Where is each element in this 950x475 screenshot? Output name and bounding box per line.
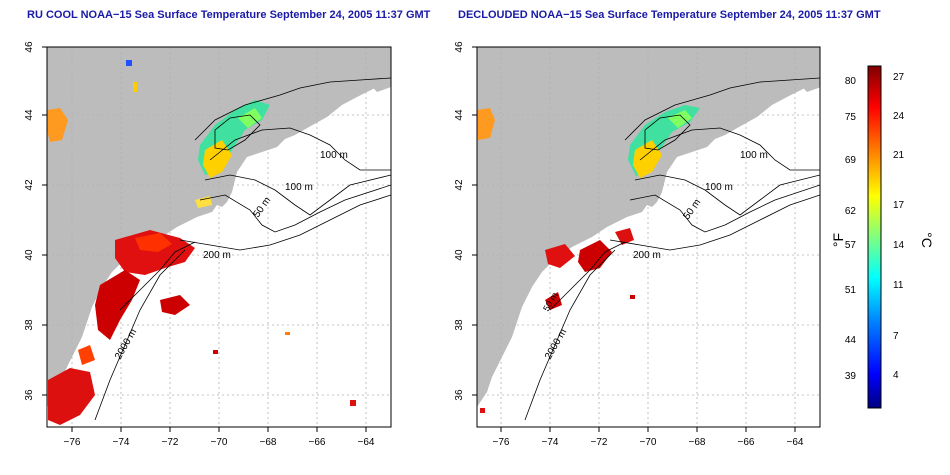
left-x-tick-label: −74 [113,437,130,448]
left-y-tick-label: 42 [24,179,35,191]
left-x-tick-label: −66 [309,437,326,448]
colorbar-gradient [867,65,882,409]
left-y-tick-label: 38 [24,319,35,331]
colorbar-fahrenheit-label: °F [830,233,846,247]
left-y-tick-label: 46 [24,41,35,53]
left-map-title: RU COOL NOAA−15 Sea Surface Temperature … [27,9,431,21]
colorbar-f-tick: 62 [845,206,857,217]
left-grid [47,47,391,427]
colorbar-c-tick: 17 [893,200,905,211]
left-y-tick-label: 44 [24,109,35,121]
colorbar-c-tick: 27 [893,72,905,83]
left-contour-label-100m-a: 100 m [320,150,348,161]
right-y-tick-label: 44 [454,109,465,121]
left-x-tick-label: −68 [260,437,277,448]
left-x-tick-label: −70 [211,437,228,448]
colorbar-f-tick: 80 [845,76,857,87]
left-bathymetry-contours [94,77,391,421]
left-contour-label-200m: 200 m [203,250,231,261]
right-x-tick-label: −72 [591,437,608,448]
colorbar-f-tick: 51 [845,285,857,296]
left-map-panel: 100 m 100 m 50 m 200 m 2000 m −76 −74 −7… [24,41,392,448]
right-x-tick-label: −74 [542,437,559,448]
right-y-tick-label: 38 [454,319,465,331]
right-x-tick-label: −70 [640,437,657,448]
right-map-panel: 100 m 100 m 50 m 200 m 2000 m 50 m −76 −… [454,41,821,448]
right-grid [477,47,820,427]
left-contour-label-100m-b: 100 m [285,182,313,193]
colorbar-c-tick: 7 [893,331,899,342]
colorbar-c-tick: 21 [893,150,905,161]
right-bathymetry-contours [524,77,820,421]
colorbar-c-tick: 11 [893,280,904,291]
right-x-tick-label: −66 [738,437,755,448]
right-x-tick-label: −76 [493,437,510,448]
colorbar-f-tick: 44 [845,335,857,346]
left-y-tick-label: 36 [24,389,35,401]
temperature-colorbar: 80 75 69 62 57 51 44 39 27 24 21 17 14 1… [830,65,935,409]
colorbar-f-tick: 39 [845,371,857,382]
right-y-tick-label: 42 [454,179,465,191]
right-y-tick-label: 46 [454,41,465,53]
left-x-tick-label: −72 [162,437,179,448]
right-contour-label-200m: 200 m [633,250,661,261]
right-y-tick-label: 40 [454,249,465,261]
left-sst-patches [47,60,356,425]
left-y-tick-label: 40 [24,249,35,261]
colorbar-c-tick: 14 [893,240,905,251]
right-map-title: DECLOUDED NOAA−15 Sea Surface Temperatur… [458,9,881,21]
colorbar-f-tick: 75 [845,112,857,123]
left-x-tick-label: −76 [64,437,81,448]
right-x-tick-label: −64 [787,437,804,448]
left-axis-ticks [42,46,367,432]
right-contour-label-100m-a: 100 m [740,150,768,161]
right-y-tick-label: 36 [454,389,465,401]
right-contour-label-100m-b: 100 m [705,182,733,193]
right-axis-ticks [472,46,796,432]
colorbar-c-tick: 24 [893,111,905,122]
left-x-tick-label: −64 [358,437,375,448]
colorbar-celsius-label: °C [919,232,935,248]
colorbar-f-tick: 57 [845,240,857,251]
colorbar-f-tick: 69 [845,155,857,166]
right-x-tick-label: −68 [689,437,706,448]
colorbar-c-tick: 4 [893,370,899,381]
